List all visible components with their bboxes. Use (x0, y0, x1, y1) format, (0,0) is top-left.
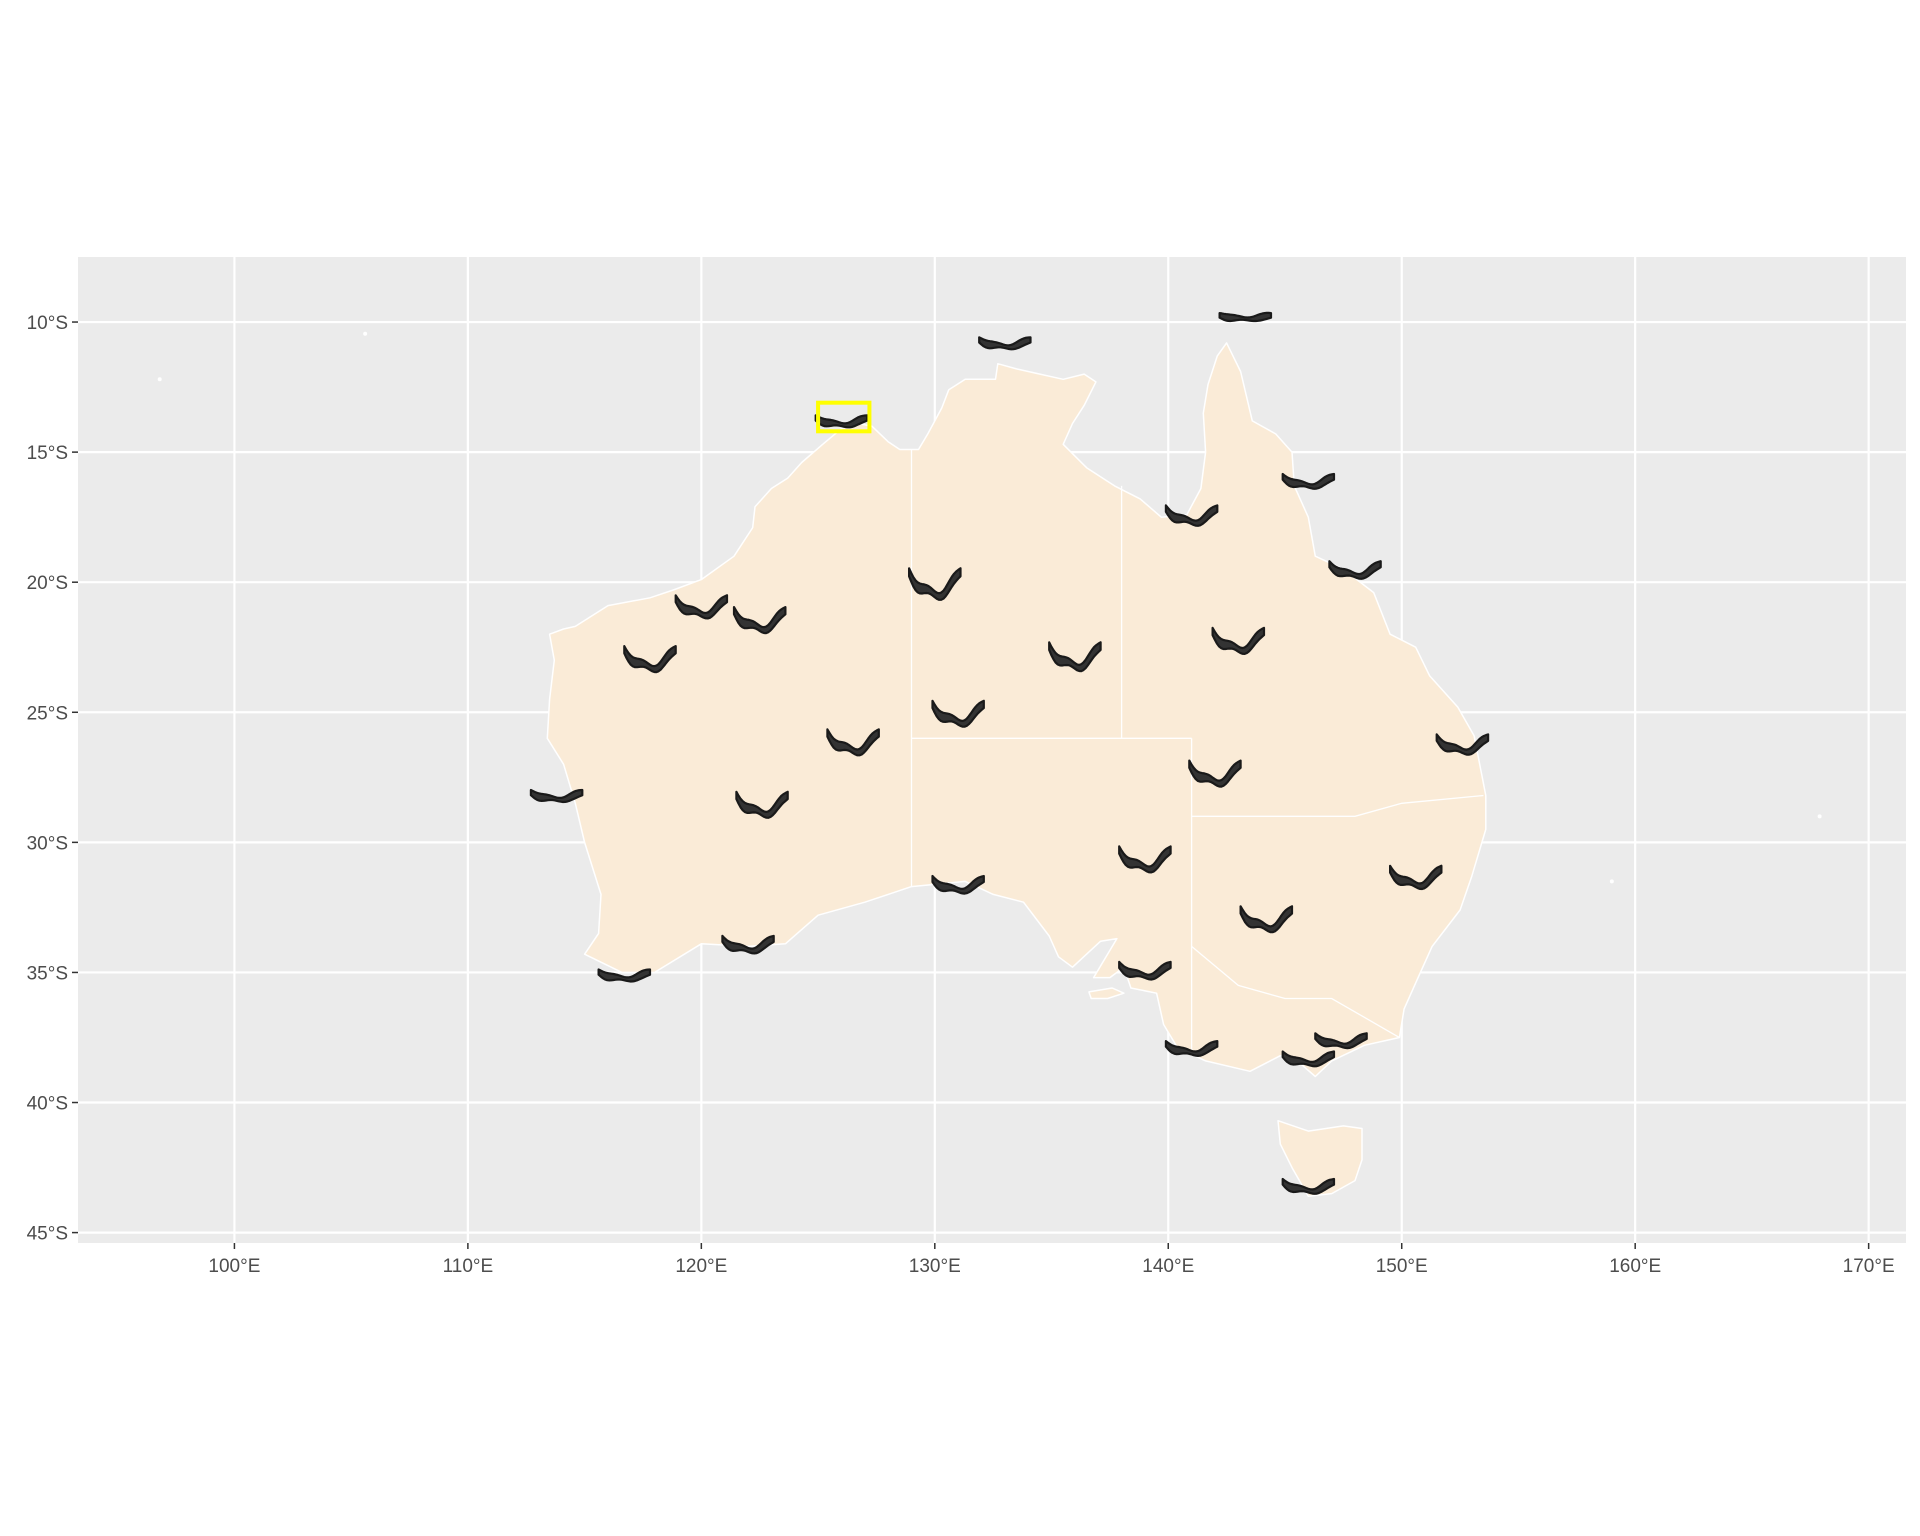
y-tick-label: 35°S (27, 963, 68, 984)
glyph (1281, 472, 1336, 490)
state-border (1191, 794, 1484, 817)
x-tick-label: 130°E (909, 1256, 961, 1277)
glyph (735, 790, 789, 819)
glyph (597, 968, 652, 983)
glyph (1048, 641, 1102, 673)
glyph (1211, 626, 1266, 656)
x-axis: 100°E 110°E 120°E 130°E 140°E 150°E 160°E 170°E (208, 1243, 1895, 1277)
glyph (1239, 905, 1294, 934)
glyph (721, 934, 775, 955)
glyph (529, 788, 584, 804)
glyph (1164, 504, 1219, 527)
small-island (1609, 879, 1614, 884)
glyph (931, 699, 985, 728)
glyph-layer (529, 311, 1490, 1195)
x-tick-label: 140°E (1142, 1256, 1194, 1277)
x-tick-label: 110°E (443, 1256, 494, 1277)
glyph (978, 336, 1032, 351)
glyph (907, 567, 962, 601)
x-tick-label: 100°E (208, 1256, 260, 1277)
y-tick-label: 45°S (27, 1224, 68, 1245)
glyph (826, 728, 880, 757)
glyph (931, 874, 985, 895)
small-island (363, 331, 368, 336)
state-border (1191, 945, 1400, 1039)
glyph (1281, 1050, 1336, 1068)
glyph (623, 644, 677, 674)
x-tick-label: 150°E (1376, 1256, 1428, 1277)
tasmania (1277, 1119, 1363, 1197)
glyph (1281, 1177, 1336, 1195)
y-tick-label: 15°S (27, 443, 68, 464)
y-tick-label: 25°S (27, 703, 68, 724)
small-island (1817, 814, 1822, 819)
glyph (814, 414, 869, 429)
glyph (1188, 759, 1242, 788)
y-axis: 10°S 15°S 20°S 25°S 30°S 35°S 40°S 45°S (27, 313, 78, 1245)
x-tick-label: 170°E (1843, 1256, 1895, 1277)
glyph (1328, 560, 1382, 580)
state-borders (910, 449, 1484, 1056)
y-tick-label: 10°S (27, 313, 68, 334)
y-tick-label: 40°S (27, 1094, 68, 1115)
glyph (1435, 733, 1490, 756)
glyph (1388, 864, 1443, 891)
glyph (732, 605, 787, 635)
glyph (1118, 960, 1172, 981)
glyph (1218, 311, 1273, 323)
glyph (1164, 1039, 1219, 1058)
glyph (674, 594, 729, 620)
x-tick-label: 160°E (1609, 1256, 1661, 1277)
highlight-box[interactable] (816, 400, 872, 434)
small-island (157, 377, 162, 382)
kangaroo-island (1088, 987, 1125, 1000)
x-tick-label: 120°E (675, 1256, 727, 1277)
glyph (1118, 845, 1172, 874)
y-tick-label: 30°S (27, 833, 68, 854)
glyph (1314, 1032, 1368, 1050)
y-tick-label: 20°S (27, 573, 68, 594)
